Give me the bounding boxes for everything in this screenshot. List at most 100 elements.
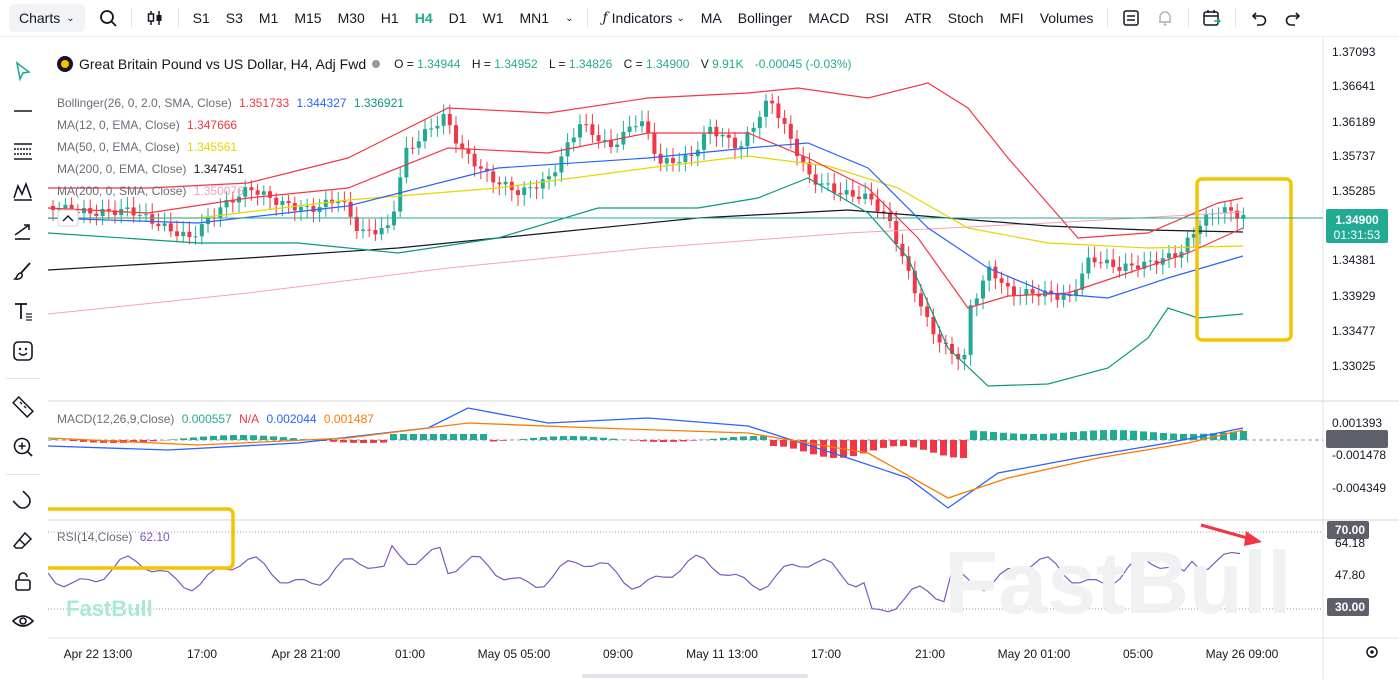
macd-axis[interactable]: 0.0013930.000000-0.001478-0.004349: [1332, 416, 1386, 495]
macd-bar: [1120, 430, 1127, 440]
legend-collapse-button[interactable]: [58, 210, 78, 226]
highlight-box-price: [1197, 179, 1291, 340]
eraser-tool[interactable]: [8, 526, 38, 556]
divider: [131, 8, 132, 28]
calendar-button[interactable]: [1195, 4, 1229, 32]
candle-body: [702, 134, 706, 150]
legend-ma12[interactable]: MA(12, 0, EMA, Close) 1.347666: [57, 118, 241, 132]
timeframe-m1[interactable]: M1: [251, 4, 286, 32]
charts-menu-button[interactable]: Charts ⌄: [9, 4, 85, 32]
macd-bar: [420, 434, 427, 440]
fib-tool[interactable]: [8, 136, 38, 166]
timeframe-s1[interactable]: S1: [185, 4, 218, 32]
zoom-tool[interactable]: [8, 432, 38, 462]
gear-icon[interactable]: [1367, 647, 1377, 657]
indicator-ma[interactable]: MA: [693, 4, 730, 32]
macd-bar: [1150, 432, 1157, 440]
indicator-stoch[interactable]: Stoch: [940, 4, 992, 32]
legend-macd[interactable]: MACD(12,26,9,Close) 0.000557 N/A 0.00204…: [57, 412, 378, 426]
indicator-bollinger[interactable]: Bollinger: [730, 4, 800, 32]
text-tool[interactable]: [8, 296, 38, 326]
timeframe-h4[interactable]: H4: [407, 4, 441, 32]
macd-bar: [370, 440, 377, 443]
search-button[interactable]: [91, 4, 125, 32]
ma12-value: 1.347666: [187, 118, 237, 132]
macd-histogram-value: 0.000557: [182, 412, 232, 426]
candle-body: [547, 176, 551, 179]
cursor-tool[interactable]: [8, 56, 38, 86]
macd-bar: [210, 436, 217, 440]
candle-body: [94, 214, 98, 216]
indicator-rsi[interactable]: RSI: [857, 4, 896, 32]
timeframe-more-button[interactable]: ⌄: [557, 4, 581, 32]
ma12-label: MA(12, 0, EMA, Close): [57, 118, 180, 132]
timeframe-h1[interactable]: H1: [373, 4, 407, 32]
indicator-atr[interactable]: ATR: [897, 4, 940, 32]
macd-bar: [660, 440, 667, 442]
candle-body: [82, 208, 86, 213]
chart-scrollbar[interactable]: [582, 674, 808, 678]
macd-line-value: 0.002044: [266, 412, 316, 426]
macd-bar: [970, 431, 977, 440]
line-tool[interactable]: [8, 96, 38, 126]
divider: [178, 8, 179, 28]
high-label: H =: [472, 57, 491, 71]
brush-tool[interactable]: [8, 256, 38, 286]
indicator-mfi[interactable]: MFI: [992, 4, 1032, 32]
ruler-tool[interactable]: [8, 392, 38, 422]
legend-ma200ema[interactable]: MA(200, 0, EMA, Close) 1.347451: [57, 162, 248, 176]
candle-body: [1186, 238, 1190, 252]
candle-body: [770, 101, 774, 104]
magnet-tool[interactable]: [8, 486, 38, 516]
macd-bar: [960, 440, 967, 458]
candle-body: [280, 201, 284, 205]
visibility-tool[interactable]: [8, 606, 38, 636]
trend-tool[interactable]: [8, 216, 38, 246]
macd-bar: [460, 434, 467, 440]
indicators-button[interactable]: ƒ Indicators ⌄: [594, 4, 692, 32]
templates-button[interactable]: [1114, 4, 1148, 32]
timeframe-m30[interactable]: M30: [330, 4, 373, 32]
candle-body: [349, 202, 353, 217]
candle-body: [101, 209, 105, 216]
timeframe-m15[interactable]: M15: [286, 4, 329, 32]
candle-body: [479, 166, 483, 168]
undo-button[interactable]: [1242, 4, 1276, 32]
candle-body: [342, 201, 346, 202]
macd-bar: [980, 431, 987, 440]
legend-ma200sma[interactable]: MA(200, 0, SMA, Close) 1.350076: [57, 184, 248, 198]
ma200sma-label: MA(200, 0, SMA, Close): [57, 184, 186, 198]
lock-tool[interactable]: [8, 566, 38, 596]
time-tick: 17:00: [811, 647, 841, 661]
chart-canvas[interactable]: FastBull FastBull 1.370931.366411.361891…: [48, 38, 1399, 679]
chart-type-button[interactable]: [138, 4, 172, 32]
macd-bar: [1050, 433, 1057, 440]
magnet-icon: [12, 490, 34, 512]
timeframe-w1[interactable]: W1: [475, 4, 512, 32]
candle-body: [163, 223, 167, 226]
indicator-volumes[interactable]: Volumes: [1032, 4, 1102, 32]
candle-body: [454, 125, 458, 143]
macd-bar: [220, 435, 227, 440]
timeframe-d1[interactable]: D1: [441, 4, 475, 32]
pattern-tool[interactable]: [8, 176, 38, 206]
candle-body: [491, 171, 495, 182]
indicator-macd[interactable]: MACD: [800, 4, 857, 32]
emoji-tool[interactable]: [8, 336, 38, 366]
legend-bollinger[interactable]: Bollinger(26, 0, 2.0, SMA, Close) 1.3517…: [57, 96, 408, 110]
candle-body: [249, 187, 253, 190]
candle-body: [311, 206, 315, 212]
candle-body: [429, 129, 433, 130]
redo-button[interactable]: [1276, 4, 1310, 32]
timeframe-s3[interactable]: S3: [218, 4, 251, 32]
symbol-title[interactable]: Great Britain Pound vs US Dollar, H4, Ad…: [79, 56, 366, 72]
alert-button[interactable]: [1148, 4, 1182, 32]
timeframe-mn1[interactable]: MN1: [512, 4, 558, 32]
function-icon: ƒ: [602, 10, 607, 26]
candle-body: [578, 124, 582, 137]
legend-rsi[interactable]: RSI(14,Close) 62.10: [57, 530, 174, 544]
legend-ma50[interactable]: MA(50, 0, EMA, Close) 1.345561: [57, 140, 241, 154]
